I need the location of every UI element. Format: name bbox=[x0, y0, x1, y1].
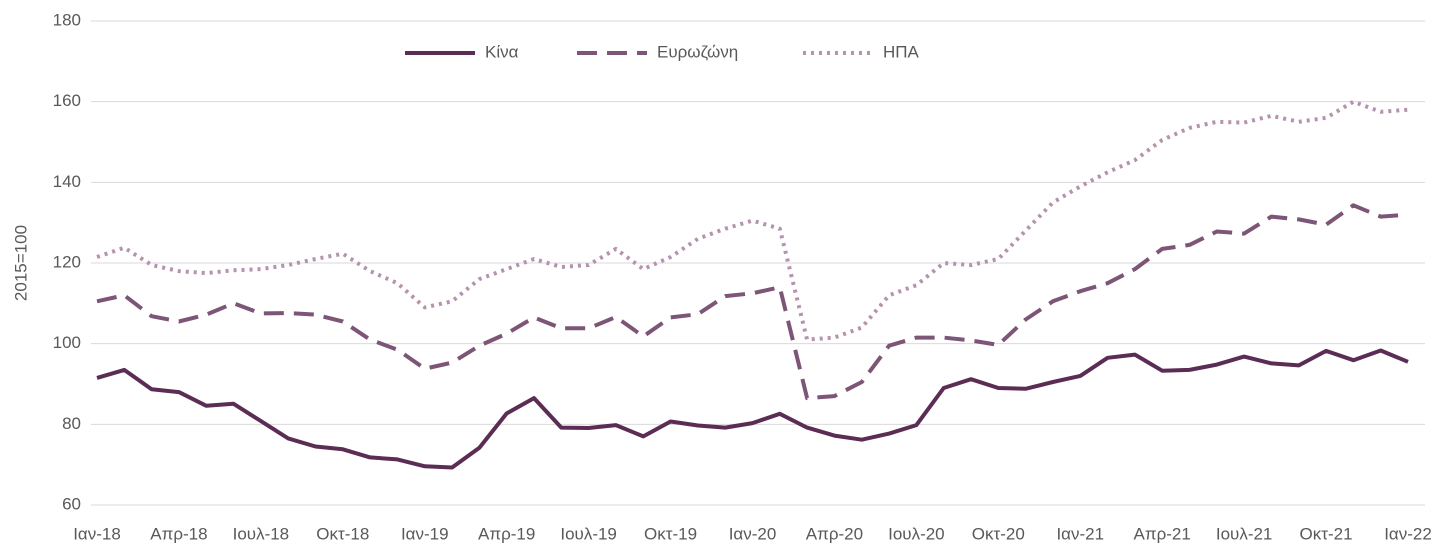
x-tick-label: Ιουλ-21 bbox=[1216, 524, 1273, 543]
x-tick-label: Οκτ-19 bbox=[644, 524, 697, 543]
y-axis-label: 2015=100 bbox=[11, 225, 30, 301]
y-tick-label: 120 bbox=[53, 252, 81, 271]
legend-label: Ευρωζώνη bbox=[657, 42, 738, 61]
y-tick-label: 140 bbox=[53, 172, 81, 191]
x-tick-label: Απρ-20 bbox=[806, 524, 863, 543]
x-tick-label: Απρ-19 bbox=[478, 524, 535, 543]
y-tick-label: 80 bbox=[62, 414, 81, 433]
y-tick-label: 60 bbox=[62, 494, 81, 513]
x-tick-label: Οκτ-18 bbox=[316, 524, 369, 543]
x-tick-label: Ιαν-20 bbox=[729, 524, 777, 543]
x-tick-label: Απρ-21 bbox=[1134, 524, 1191, 543]
y-tick-label: 100 bbox=[53, 333, 81, 352]
legend-label: ΗΠΑ bbox=[883, 42, 920, 61]
line-series bbox=[96, 348, 1409, 470]
x-tick-label: Οκτ-20 bbox=[972, 524, 1025, 543]
x-tick-label: Ιαν-19 bbox=[401, 524, 449, 543]
y-tick-label: 160 bbox=[53, 91, 81, 110]
x-tick-label: Ιαν-21 bbox=[1056, 524, 1104, 543]
x-tick-label: Οκτ-21 bbox=[1300, 524, 1353, 543]
x-tick-label: Ιουλ-18 bbox=[233, 524, 290, 543]
x-tick-label: Ιουλ-19 bbox=[560, 524, 617, 543]
x-tick-label: Ιαν-18 bbox=[73, 524, 121, 543]
x-tick-label: Απρ-18 bbox=[150, 524, 207, 543]
line-series bbox=[96, 99, 1409, 342]
y-tick-label: 180 bbox=[53, 10, 81, 29]
legend-label: Κίνα bbox=[485, 42, 519, 61]
line-series bbox=[96, 203, 1409, 401]
x-tick-label: Ιαν-22 bbox=[1384, 524, 1432, 543]
x-tick-label: Ιουλ-20 bbox=[888, 524, 945, 543]
